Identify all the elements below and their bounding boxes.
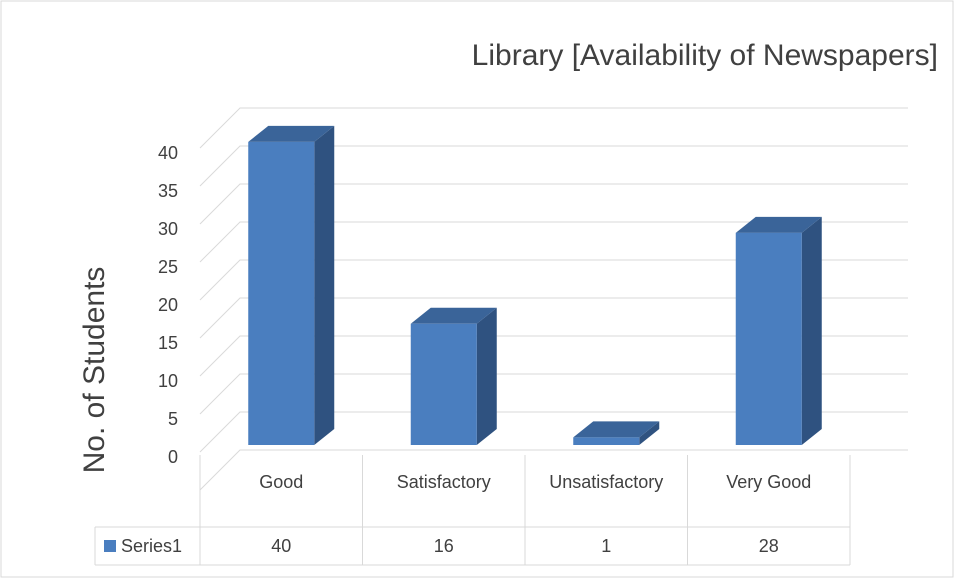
x-tick-label: Very Good xyxy=(726,472,812,492)
bar-top xyxy=(735,216,822,233)
bar-top xyxy=(248,125,335,142)
x-tick-label-box: Very Good xyxy=(726,472,812,492)
y-tick-label: 5 xyxy=(168,409,178,429)
bar xyxy=(410,307,497,445)
y-tick-label: 25 xyxy=(158,257,178,277)
bar-top xyxy=(410,307,497,324)
grid-line xyxy=(199,259,908,301)
grid-line xyxy=(199,335,908,377)
y-tick-label: 0 xyxy=(168,447,178,467)
legend-label: Series1 xyxy=(121,536,182,556)
bar-side xyxy=(314,125,335,446)
y-tick-label: 30 xyxy=(158,219,178,239)
x-tick-label-box: Good xyxy=(259,472,304,492)
data-table-value: 16 xyxy=(434,536,454,556)
bar-top xyxy=(573,421,660,438)
y-tick-label: 35 xyxy=(158,181,178,201)
y-tick-label: 10 xyxy=(158,371,178,391)
x-tick-label-box: Unsatisfactory xyxy=(549,472,664,492)
bar xyxy=(248,125,335,446)
grid-line xyxy=(199,183,908,225)
chart-title: Library [Availability of Newspapers] xyxy=(472,39,938,72)
bar-front xyxy=(248,141,315,446)
y-tick-label: 40 xyxy=(158,143,178,163)
grid-line xyxy=(199,145,908,187)
x-tick-label: Good xyxy=(259,472,304,492)
bar xyxy=(573,421,660,445)
bar-side xyxy=(639,421,660,445)
y-tick-label: 20 xyxy=(158,295,178,315)
bar-front xyxy=(573,437,640,445)
bar-side xyxy=(476,307,497,445)
data-table-value: 1 xyxy=(601,536,611,556)
grid-line xyxy=(199,373,908,415)
data-table-value: 40 xyxy=(271,536,291,556)
x-tick-label-box: Satisfactory xyxy=(396,472,491,492)
bar-front xyxy=(410,323,477,445)
grid-line xyxy=(199,107,908,149)
bar xyxy=(735,216,822,445)
grid-line xyxy=(199,221,908,263)
grid-line xyxy=(199,449,908,491)
grid-line xyxy=(199,297,908,339)
x-tick-label: Satisfactory xyxy=(396,472,491,492)
x-tick-label: Unsatisfactory xyxy=(549,472,664,492)
grid-line xyxy=(199,411,908,453)
legend-swatch xyxy=(104,540,116,552)
bar-side xyxy=(801,216,822,445)
y-axis-title: No. of Students xyxy=(78,267,111,474)
y-tick-label: 15 xyxy=(158,333,178,353)
data-table-value: 28 xyxy=(759,536,779,556)
bar-front xyxy=(735,232,802,445)
